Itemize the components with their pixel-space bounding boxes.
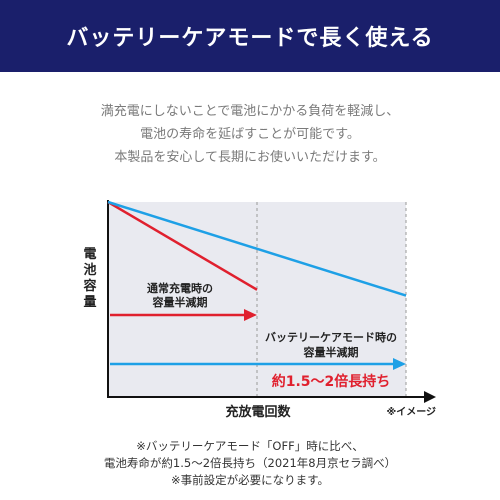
page-title: バッテリーケアモードで長く使える — [66, 26, 434, 51]
footnote-line: 電池寿命が約1.5〜2倍長持ち（2021年8月京セラ調べ） — [103, 456, 397, 470]
intro-line: 満充電にしないことで電池にかかる負荷を軽減し、 — [100, 104, 400, 119]
footnote: ※バッテリーケアモード「OFF」時に比べ、 電池寿命が約1.5〜2倍長持ち（20… — [0, 438, 500, 489]
emphasis-label: 約1.5〜2倍長持ち — [272, 373, 391, 390]
image-note: ※イメージ — [386, 406, 436, 418]
care-halflife-label: バッテリーケアモード時の — [265, 330, 397, 344]
y-axis-label-4: 量 — [83, 295, 96, 310]
y-axis-label-2: 池 — [83, 262, 96, 278]
series-line-battery-care — [107, 200, 407, 297]
y-axis-label-1: 電 — [83, 247, 96, 262]
footnote-line: ※バッテリーケアモード「OFF」時に比べ、 — [136, 439, 364, 453]
normal-duration-arrowhead — [244, 309, 257, 321]
x-axis-label: 充放電回数 — [225, 404, 291, 420]
care-halflife-label: 容量半減期 — [303, 345, 359, 359]
series-line-normal-charge — [107, 200, 258, 291]
y-axis-label-3: 容 — [82, 278, 96, 294]
intro-line: 電池の寿命を延ばすことが可能です。 — [140, 127, 360, 142]
x-axis-arrowhead — [424, 391, 436, 403]
intro-line: 本製品を安心して長期にお使いいただけます。 — [114, 150, 386, 165]
header-banner: バッテリーケアモードで長く使える — [0, 0, 500, 72]
normal-halflife-label: 容量半減期 — [152, 295, 208, 309]
care-duration-arrowhead — [393, 358, 406, 370]
normal-halflife-label: 通常充電時の — [147, 281, 213, 295]
intro-text: 満充電にしないことで電池にかかる負荷を軽減し、 電池の寿命を延ばすことが可能です… — [0, 100, 500, 169]
footnote-line: ※事前設定が必要になります。 — [171, 473, 329, 487]
